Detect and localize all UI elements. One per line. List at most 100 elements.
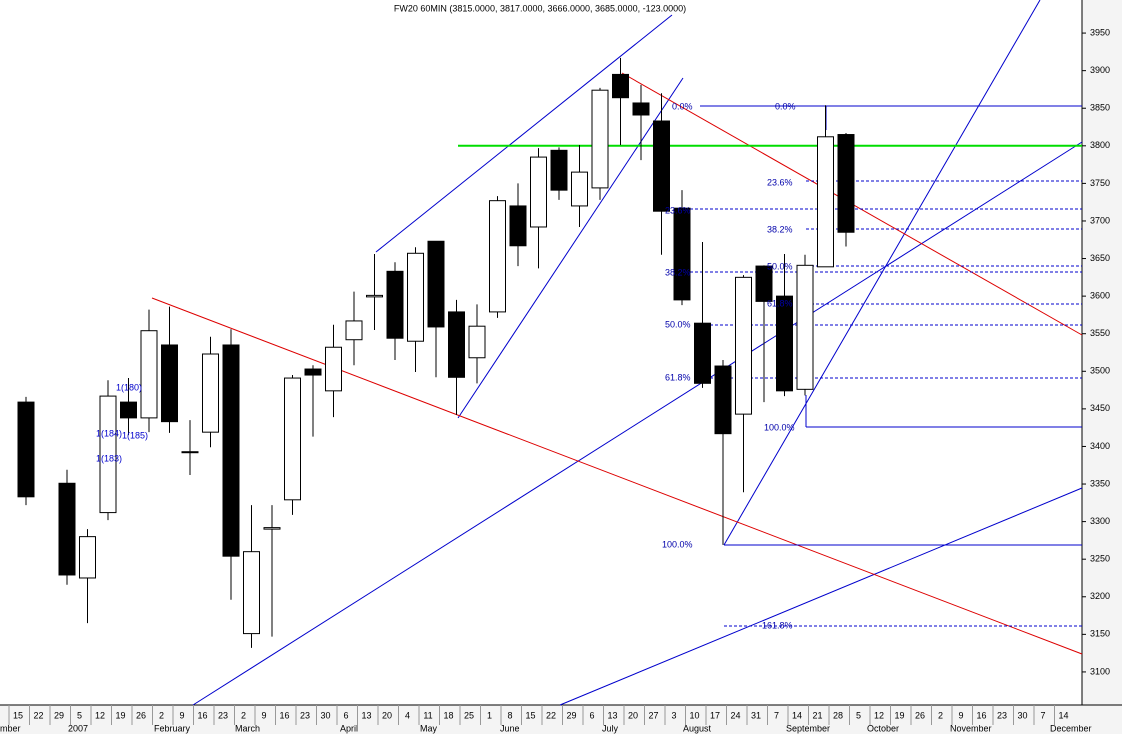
fib-label: 38.2%: [665, 267, 691, 277]
x-tick-label: 1: [487, 710, 492, 720]
month-label: mber: [0, 723, 21, 733]
y-tick-label: 3700: [1090, 215, 1110, 225]
candle-body: [837, 134, 855, 233]
signal-label: 1(184): [96, 428, 122, 438]
candle-body: [79, 536, 96, 579]
x-tick-label: 14: [792, 710, 802, 720]
x-tick-label: 2: [241, 710, 246, 720]
month-label: July: [602, 723, 619, 733]
y-tick-label: 3800: [1090, 140, 1110, 150]
candle-body: [755, 265, 773, 302]
y-tick-label: 3400: [1090, 441, 1110, 451]
fib-label: 61.8%: [767, 298, 793, 308]
x-tick-label: 18: [443, 710, 453, 720]
fib-label: 23.6%: [665, 205, 691, 215]
x-tick-label: 23: [997, 710, 1007, 720]
candle-body: [468, 325, 486, 359]
month-label: 2007: [68, 723, 88, 733]
candle-body: [489, 200, 506, 313]
x-tick-label: 15: [525, 710, 535, 720]
x-tick-label: 15: [13, 710, 23, 720]
candle-body: [714, 365, 732, 435]
candle-body: [427, 240, 445, 328]
month-label: April: [340, 723, 358, 733]
y-tick-label: 3600: [1090, 291, 1110, 301]
fib-label: 50.0%: [767, 261, 793, 271]
candle-body: [694, 322, 711, 384]
y-tick-label: 3450: [1090, 403, 1110, 413]
month-label: November: [950, 723, 992, 733]
candle-body: [509, 205, 527, 247]
x-tick-label: 2: [938, 710, 943, 720]
candle-body: [222, 344, 240, 557]
y-tick-label: 3850: [1090, 103, 1110, 113]
x-tick-label: 16: [197, 710, 207, 720]
signal-label: 1(185): [122, 430, 148, 440]
candle-body: [776, 295, 793, 392]
candle-body: [161, 344, 178, 423]
x-tick-label: 26: [915, 710, 925, 720]
fib-label: 100.0%: [764, 422, 795, 432]
candle-body: [345, 320, 363, 341]
fib-label: 23.6%: [767, 177, 793, 187]
x-tick-label: 20: [628, 710, 638, 720]
y-tick-label: 3200: [1090, 591, 1110, 601]
y-tick-label: 3350: [1090, 478, 1110, 488]
candle-body: [58, 482, 76, 576]
x-tick-label: 7: [774, 710, 779, 720]
trend-line: [559, 487, 1083, 706]
candle-body: [591, 89, 609, 189]
x-tick-label: 14: [1058, 710, 1068, 720]
signal-label: 1(180): [116, 382, 142, 392]
x-tick-label: 4: [405, 710, 410, 720]
candle-body: [673, 207, 691, 301]
candle-body: [817, 136, 834, 268]
y-tick-label: 3150: [1090, 629, 1110, 639]
chart-title: FW20 60MIN (3815.0000, 3817.0000, 3666.0…: [394, 3, 686, 13]
candle-body: [120, 401, 137, 419]
candle-body: [386, 270, 404, 339]
month-label: June: [500, 723, 520, 733]
trend-line: [375, 14, 673, 253]
y-tick-label: 3550: [1090, 328, 1110, 338]
x-tick-label: 17: [710, 710, 720, 720]
candle-body: [243, 551, 260, 635]
month-label: October: [867, 723, 899, 733]
fib-label: 161.8%: [762, 620, 793, 630]
fib-label: 38.2%: [767, 224, 793, 234]
x-tick-label: 30: [1017, 710, 1027, 720]
y-tick-label: 3300: [1090, 516, 1110, 526]
x-tick-label: 9: [179, 710, 184, 720]
candle-body: [284, 377, 301, 501]
x-tick-label: 5: [856, 710, 861, 720]
candle-body: [612, 73, 629, 99]
fib-label: 61.8%: [665, 372, 691, 382]
x-axis-band: [0, 705, 1122, 734]
fib-label: 0.0%: [775, 101, 796, 111]
month-label: August: [683, 723, 712, 733]
y-tick-label: 3250: [1090, 554, 1110, 564]
candle-body: [325, 346, 342, 392]
signal-label: 1(183): [96, 453, 122, 463]
candle-body: [304, 368, 322, 376]
candle-body: [181, 451, 199, 454]
x-tick-label: 20: [382, 710, 392, 720]
x-tick-label: 6: [589, 710, 594, 720]
y-tick-label: 3900: [1090, 65, 1110, 75]
x-tick-label: 5: [77, 710, 82, 720]
x-tick-label: 23: [218, 710, 228, 720]
x-tick-label: 19: [894, 710, 904, 720]
month-label: February: [154, 723, 191, 733]
candle-body: [17, 401, 35, 498]
x-tick-label: 25: [464, 710, 474, 720]
x-tick-label: 12: [874, 710, 884, 720]
fib-label: 50.0%: [665, 319, 691, 329]
y-tick-label: 3950: [1090, 27, 1110, 37]
fib-label: 100.0%: [662, 539, 693, 549]
x-tick-label: 2: [159, 710, 164, 720]
y-axis-band: [1082, 0, 1122, 734]
month-label: May: [420, 723, 438, 733]
y-tick-label: 3750: [1090, 178, 1110, 188]
x-tick-label: 28: [833, 710, 843, 720]
